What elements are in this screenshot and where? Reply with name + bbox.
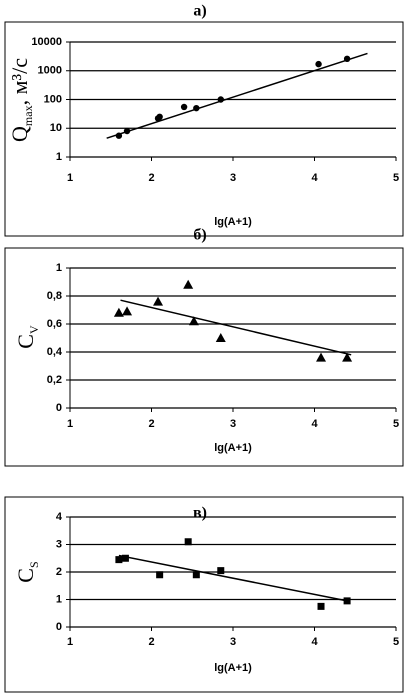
y-tick-label: 0 [56,402,62,414]
point [115,556,123,564]
point [113,307,124,317]
chart-title: а) [193,3,206,20]
x-axis-label: lg(A+1) [214,442,252,454]
point [122,306,133,316]
point [184,538,192,546]
point [180,103,188,111]
panel-frame [4,21,404,237]
y-axis-label-part: Q [7,126,32,142]
point [188,316,199,326]
x-axis-label: lg(A+1) [214,216,252,228]
point [317,602,325,610]
y-tick-label: 3 [56,538,62,550]
y-tick-label: 1000 [38,65,62,77]
point [156,113,163,121]
y-axis-label: CS [13,561,41,582]
trend-line [106,52,368,139]
point [153,296,164,306]
x-tick-label: 2 [148,636,154,648]
y-axis-label-part: S [27,561,41,568]
x-tick-label: 1 [67,636,73,648]
y-tick-label: 10000 [31,36,62,48]
x-tick-label: 3 [230,418,236,430]
y-tick-label: 0,8 [47,290,62,302]
x-tick-label: 5 [393,418,399,430]
y-axis-label: CV [13,325,41,349]
y-tick-label: 2 [56,566,62,578]
y-axis-label-part: C [13,568,38,583]
trend-line [120,299,352,356]
y-axis-label-part: V [27,325,41,334]
point [215,333,226,342]
y-tick-label: 4 [56,511,63,523]
panel-frame [4,247,404,467]
x-tick-label: 1 [67,172,73,184]
chart-title: б) [193,227,206,244]
y-tick-label: 1 [56,151,62,163]
point [183,279,194,289]
chart-title: в) [193,505,207,522]
point [342,352,353,362]
x-tick-label: 3 [230,172,236,184]
x-tick-label: 4 [311,636,318,648]
y-tick-label: 0 [56,621,62,633]
point [217,567,225,575]
x-axis-label: lg(A+1) [214,662,252,674]
point [121,554,129,562]
trend-line [118,554,348,602]
x-tick-label: 5 [393,636,399,648]
y-axis-label-part: , м³/с [7,58,32,106]
point [192,571,200,579]
y-tick-label: 1 [56,262,62,274]
x-tick-label: 1 [67,418,73,430]
y-tick-label: 1 [56,593,62,605]
y-tick-label: 100 [44,93,62,105]
point [316,352,327,362]
x-tick-label: 3 [230,636,236,648]
y-tick-label: 0,2 [47,374,62,386]
x-tick-label: 4 [311,172,318,184]
y-tick-label: 0,6 [47,318,62,330]
x-tick-label: 4 [311,418,318,430]
y-tick-label: 10 [50,122,62,134]
point [156,571,164,579]
panel-frame [4,496,404,693]
y-axis-label: Qmax, м³/с [7,58,35,142]
point [315,60,322,68]
y-axis-label-part: C [13,334,38,349]
y-axis-label-part: max [21,105,35,126]
x-tick-label: 5 [393,172,399,184]
y-tick-label: 0,4 [47,346,63,358]
x-tick-label: 2 [148,172,154,184]
x-tick-label: 2 [148,418,154,430]
